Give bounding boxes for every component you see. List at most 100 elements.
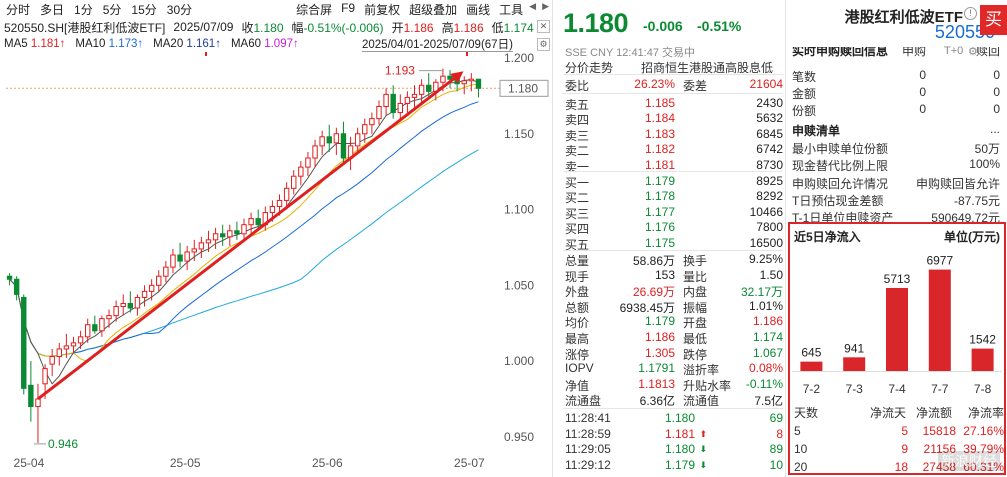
ask-row[interactable]: 卖二 1.182 6742 <box>565 142 783 158</box>
tab-index-name[interactable]: 招商恒生港股通高股息低 <box>641 61 774 75</box>
candle-body <box>440 75 446 83</box>
candle-body <box>191 248 197 253</box>
tab-30min[interactable]: 30分 <box>166 2 193 17</box>
candle-body <box>319 136 325 147</box>
flow-col-header: 净流天 <box>870 406 907 420</box>
candle-body <box>255 218 261 226</box>
bid-label: 买五 <box>565 237 590 252</box>
x-tick-label: 25-07 <box>454 456 485 470</box>
subscription-row: 金额 0 0 <box>792 85 1004 102</box>
net-inflow-chart: 645 7-2 941 7-3 5713 7-4 6977 7-7 1542 7-8 <box>792 254 1002 396</box>
gear-icon[interactable]: ⚙ <box>968 46 978 58</box>
chevron-left-icon[interactable]: ◀ <box>529 0 537 11</box>
stat-row-label2: 量比 <box>683 269 708 284</box>
tab-f9[interactable]: F9 <box>341 0 356 15</box>
bid-volume: 8925 <box>756 174 783 188</box>
divider <box>563 250 783 251</box>
settings-icon[interactable]: ⚙ <box>537 38 550 51</box>
candle-body <box>177 254 183 262</box>
bar-date: 2025/07/09 <box>173 20 234 34</box>
bid-price: 1.176 <box>644 220 675 235</box>
stat-row-label2: 溢折率 <box>683 363 720 378</box>
etf-code: 520550 <box>934 22 995 42</box>
tab-multiday[interactable]: 多日 <box>40 2 65 17</box>
stat-row-label1: 流通盘 <box>565 394 602 409</box>
arrow-down-icon: ⬇ <box>699 444 707 454</box>
tick-time: 11:29:05 <box>565 442 611 456</box>
tab-5min[interactable]: 5分 <box>102 2 122 17</box>
stat-row-label2: 换手 <box>683 254 708 268</box>
stat-row: 总量 58.86万 换手 9.25% <box>565 252 783 268</box>
stat-row-label2: 内盘 <box>683 285 708 300</box>
stat-row-label2: 流通值 <box>683 394 720 409</box>
list-header: 申赎清单 ... <box>792 122 1004 139</box>
tab-15min[interactable]: 15分 <box>131 2 157 17</box>
list-title: 申赎清单 <box>792 124 841 138</box>
bid-row[interactable]: 买二 1.178 8292 <box>565 189 783 205</box>
flow-bar <box>843 357 866 371</box>
buy-button[interactable]: 买 <box>980 5 1007 35</box>
tab-draw-line[interactable]: 画线 <box>466 2 491 17</box>
chevron-right-icon[interactable]: ▶ <box>542 0 549 11</box>
candle-body <box>447 75 453 80</box>
close-icon[interactable]: ✕ <box>537 20 550 33</box>
subscription-row: 笔数 0 0 <box>792 68 1004 85</box>
stat-row: 外盘 26.69万 内盘 32.17万 <box>565 283 783 300</box>
subscription-label: 份额 <box>792 104 817 118</box>
flow-days: 5 <box>794 424 801 438</box>
tab-forward-adjust[interactable]: 前复权 <box>364 2 401 17</box>
open-info: 开1.186 <box>391 20 434 35</box>
bid-price: 1.178 <box>644 189 675 204</box>
tick-price: 1.181 <box>664 426 695 441</box>
bid-row[interactable]: 买一 1.179 8925 <box>565 174 783 190</box>
candle-body <box>148 284 155 292</box>
stat-row-value1: 6.36亿 <box>639 394 675 409</box>
tab-1min[interactable]: 1分 <box>74 2 93 17</box>
stat-row: 现手 153 量比 1.50 <box>565 267 783 284</box>
bid-row[interactable]: 买五 1.175 16500 <box>565 236 783 252</box>
flow-rate: 39.79% <box>963 442 1004 456</box>
info-icon[interactable]: ! <box>964 7 977 20</box>
ask-row[interactable]: 卖四 1.184 5632 <box>565 111 783 127</box>
candle-body <box>397 102 404 114</box>
ask-volume: 5632 <box>756 111 783 126</box>
bid-label: 买四 <box>565 222 590 237</box>
ask-row[interactable]: 卖一 1.181 8730 <box>565 158 783 174</box>
y-tick-label: 1.000 <box>504 354 534 368</box>
quote-panel: 1.180 -0.006 -0.51% SSE CNY 12:41:47 交易中… <box>555 0 785 477</box>
flow-day-label: 7-4 <box>888 382 906 396</box>
candle-body <box>49 356 55 365</box>
stat-row-label1: 净值 <box>565 378 590 393</box>
flow-day-label: 7-3 <box>846 382 864 396</box>
divider <box>563 171 783 172</box>
candle-body <box>163 266 169 277</box>
bid-row[interactable]: 买三 1.177 10466 <box>565 205 783 221</box>
price-change: -0.006 <box>643 18 683 34</box>
stat-row: 涨停 1.305 跌停 1.067 <box>565 346 783 362</box>
tab-super-overlay[interactable]: 超级叠加 <box>409 2 458 17</box>
trading-status: SSE CNY 12:41:47 交易中 <box>565 47 696 59</box>
stat-row-label1: 外盘 <box>565 285 590 300</box>
ask-price: 1.182 <box>644 142 675 157</box>
flow-col-header: 净流额 <box>916 406 953 420</box>
list-label: 申购赎回允许情况 <box>792 176 889 191</box>
stat-row-value1: 58.86万 <box>632 254 675 268</box>
list-row: 现金替代比例上限 100% <box>792 157 1004 174</box>
tab-price-trend[interactable]: 分价走势 <box>565 61 614 75</box>
weibi-label: 委比 <box>565 79 590 93</box>
ask-row[interactable]: 卖五 1.185 2430 <box>565 96 783 112</box>
tab-composite-screen[interactable]: 综合屏 <box>296 2 333 17</box>
tab-tools[interactable]: 工具 <box>499 2 524 17</box>
ask-row[interactable]: 卖三 1.183 6845 <box>565 127 783 143</box>
list-value: 100% <box>969 157 1000 172</box>
candle-body <box>326 136 332 144</box>
date-range[interactable]: 2025/04/01-2025/07/09(67日) <box>362 36 513 52</box>
candle-body <box>241 224 247 235</box>
tab-intraday[interactable]: 分时 <box>6 2 31 17</box>
bid-row[interactable]: 买四 1.176 7800 <box>565 220 783 237</box>
candle-body <box>113 306 119 317</box>
more-button[interactable]: ... <box>989 122 1000 136</box>
list-value: 590649.72元 <box>931 211 1000 226</box>
y-tick-label: 0.950 <box>504 430 534 444</box>
stat-row-value1: 153 <box>654 267 675 282</box>
